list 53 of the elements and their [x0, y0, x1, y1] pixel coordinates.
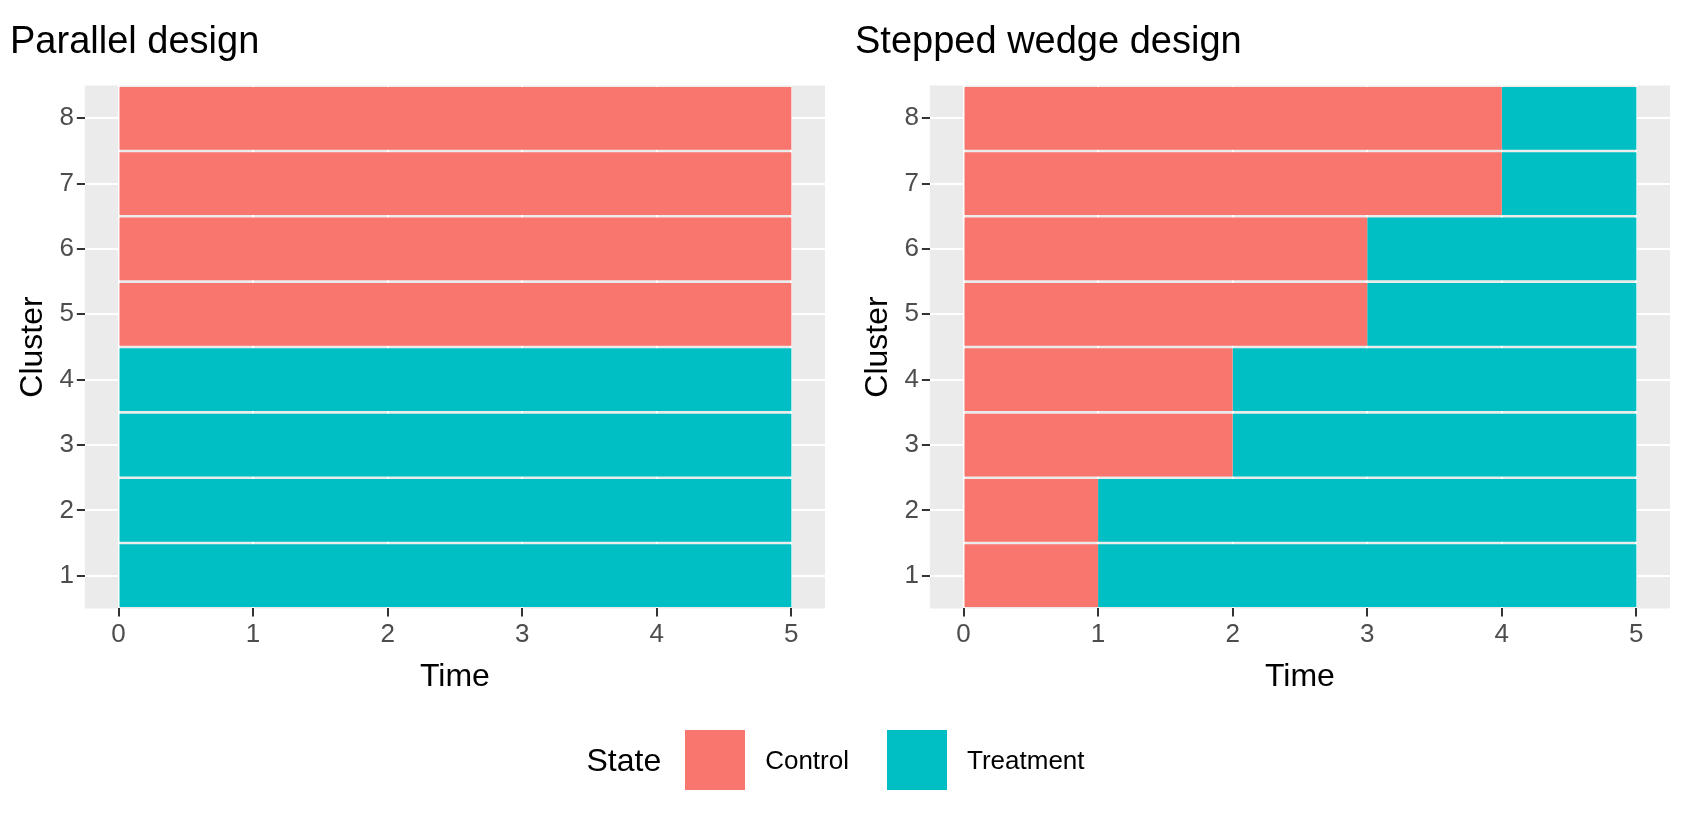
bar	[1232, 413, 1637, 477]
bar	[1367, 217, 1637, 281]
bar	[1232, 348, 1637, 412]
x-tick-label: 0	[956, 618, 971, 649]
x-tick-label: 3	[1359, 618, 1375, 649]
y-tick-label: 5	[904, 297, 919, 328]
y-tick-label: 3	[59, 428, 74, 459]
bar	[1367, 282, 1637, 346]
bar	[1098, 479, 1637, 542]
chart-title: Parallel design	[10, 19, 260, 62]
x-axis-title: Time	[1264, 656, 1335, 693]
bar	[964, 86, 1502, 150]
bar	[1098, 544, 1637, 608]
y-tick-label: 3	[904, 428, 919, 459]
x-tick-label: 3	[514, 618, 530, 649]
x-axis-title: Time	[419, 656, 490, 693]
bar	[964, 217, 1368, 281]
legend-title: State	[586, 741, 662, 779]
bar	[964, 282, 1368, 346]
x-tick-label: 5	[784, 618, 799, 649]
y-tick-label: 5	[59, 297, 74, 328]
y-tick-label: 2	[59, 493, 74, 524]
x-tick-label: 0	[111, 618, 126, 649]
bar	[964, 152, 1502, 215]
x-tick-label: 2	[380, 618, 395, 649]
y-tick-label: 8	[59, 101, 74, 132]
y-tick-label: 6	[59, 232, 74, 263]
bar	[1501, 86, 1637, 150]
y-tick-label: 1	[904, 558, 919, 589]
chart-title: Stepped wedge design	[855, 19, 1242, 62]
y-axis-title: Cluster	[858, 295, 895, 398]
bar	[1501, 152, 1637, 215]
bar	[964, 348, 1233, 412]
x-tick-label: 5	[1629, 618, 1644, 649]
x-tick-label: 4	[1494, 618, 1510, 649]
y-tick-label: 7	[59, 166, 74, 197]
y-tick-label: 8	[904, 101, 919, 132]
y-tick-label: 1	[59, 558, 74, 589]
x-tick-label: 1	[1090, 618, 1106, 649]
y-tick-label: 2	[904, 493, 919, 524]
y-tick-label: 4	[59, 362, 74, 393]
bar	[964, 413, 1233, 477]
x-tick-label: 1	[245, 618, 261, 649]
x-tick-label: 2	[1225, 618, 1240, 649]
legend-label: Control	[765, 744, 849, 776]
legend-label: Treatment	[967, 744, 1085, 776]
x-tick-label: 4	[649, 618, 665, 649]
bar	[964, 479, 1099, 542]
y-tick-label: 6	[904, 232, 919, 263]
y-axis-title: Cluster	[13, 295, 50, 398]
y-tick-label: 7	[904, 166, 919, 197]
bar	[964, 544, 1099, 608]
y-tick-label: 4	[904, 362, 919, 393]
